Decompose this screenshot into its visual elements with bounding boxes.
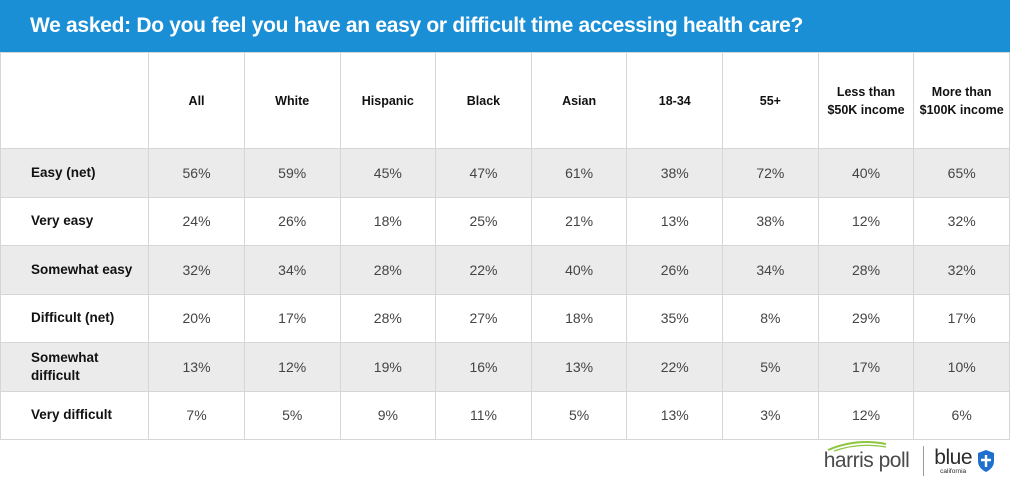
table-row: Very difficult 7% 5% 9% 11% 5% 13% 3% 12% 6% [0, 390, 1010, 440]
table-row: Difficult (net) 20% 17% 28% 27% 18% 35% 8% 29% 17… [0, 293, 1010, 343]
table-cell: 22% [435, 245, 532, 295]
column-header: 55+ [722, 52, 819, 149]
blue-logo-subtext: california [940, 467, 967, 475]
shield-icon [978, 450, 994, 472]
results-table: All White Hispanic Black Asian 18-34 55+… [0, 52, 1010, 440]
table-cell: 5% [530, 390, 628, 440]
table-cell: 3% [722, 390, 819, 440]
row-label: Very difficult [0, 390, 150, 440]
harris-poll-text: harris poll [823, 449, 910, 472]
table-cell: 40% [817, 148, 915, 198]
table-cell: 32% [913, 196, 1010, 246]
table-cell: 9% [339, 390, 437, 440]
column-header: Black [435, 52, 532, 149]
table-cell: 6% [913, 390, 1010, 440]
table-cell: 24% [148, 196, 245, 246]
table-cell: 32% [148, 245, 245, 295]
table-cell: 26% [626, 245, 724, 295]
column-header: Hispanic [339, 52, 437, 149]
table-row: Somewhat difficult 13% 12% 19% 16% 13% 22% 5% 17… [0, 342, 1010, 392]
table-cell: 11% [435, 390, 532, 440]
table-cell: 27% [435, 293, 532, 343]
column-header: Less than $50K income [817, 52, 915, 149]
table-row: Very easy 24% 26% 18% 25% 21% 13% 38% 12% 32% [0, 196, 1010, 246]
page-title: We asked: Do you feel you have an easy o… [0, 0, 1010, 52]
table-cell: 28% [339, 293, 437, 343]
table-cell: 21% [530, 196, 628, 246]
table-cell: 10% [913, 342, 1010, 392]
table-cell: 34% [722, 245, 819, 295]
table-cell: 25% [435, 196, 532, 246]
table-cell: 5% [722, 342, 819, 392]
table-cell: 45% [339, 148, 437, 198]
table-cell: 16% [435, 342, 532, 392]
logo-divider [923, 446, 925, 476]
blue-shield-logo: blue california [934, 447, 972, 476]
table-cell: 34% [243, 245, 341, 295]
table-cell: 59% [243, 148, 341, 198]
blue-logo-word: blue [934, 445, 972, 469]
table-cell: 7% [148, 390, 245, 440]
table-cell: 12% [817, 196, 915, 246]
table-cell: 13% [626, 390, 724, 440]
table-cell: 22% [626, 342, 724, 392]
table-cell: 38% [626, 148, 724, 198]
table-cell: 26% [243, 196, 341, 246]
table-cell: 18% [339, 196, 437, 246]
table-cell: 13% [148, 342, 245, 392]
table-cell: 28% [339, 245, 437, 295]
table-cell: 40% [530, 245, 628, 295]
table-cell: 29% [817, 293, 915, 343]
swoosh-icon [827, 441, 886, 452]
table-cell: 20% [148, 293, 245, 343]
table-cell: 5% [243, 390, 341, 440]
table-cell: 17% [817, 342, 915, 392]
table-row: Easy (net) 56% 59% 45% 47% 61% 38% 72% 40% 65% [0, 148, 1010, 198]
table-cell: 32% [913, 245, 1010, 295]
table-cell: 65% [913, 148, 1010, 198]
table-cell: 47% [435, 148, 532, 198]
table-cell: 13% [530, 342, 628, 392]
row-label: Difficult (net) [0, 293, 150, 343]
logo-area: harris poll blue california [823, 441, 996, 478]
column-header: Asian [530, 52, 628, 149]
table-cell: 17% [913, 293, 1010, 343]
table-header-row: All White Hispanic Black Asian 18-34 55+… [0, 52, 1010, 149]
table-cell: 56% [148, 148, 245, 198]
row-label: Easy (net) [0, 148, 150, 198]
table-cell: 8% [722, 293, 819, 343]
column-header: All [148, 52, 245, 149]
table-cell: 28% [817, 245, 915, 295]
table-cell: 17% [243, 293, 341, 343]
row-label: Somewhat easy [0, 245, 150, 295]
table-cell: 12% [243, 342, 341, 392]
harris-poll-logo: harris poll [823, 441, 910, 473]
table-cell: 72% [722, 148, 819, 198]
column-header [0, 52, 150, 149]
table-cell: 13% [626, 196, 724, 246]
table-cell: 35% [626, 293, 724, 343]
column-header: White [243, 52, 341, 149]
table-cell: 19% [339, 342, 437, 392]
column-header: More than $100K income [913, 52, 1010, 149]
column-header: 18-34 [626, 52, 724, 149]
table-cell: 38% [722, 196, 819, 246]
row-label: Very easy [0, 196, 150, 246]
table-cell: 12% [817, 390, 915, 440]
row-label: Somewhat difficult [0, 342, 150, 392]
table-cell: 18% [530, 293, 628, 343]
table-row: Somewhat easy 32% 34% 28% 22% 40% 26% 34% 28% 32% [0, 245, 1010, 295]
table-cell: 61% [530, 148, 628, 198]
